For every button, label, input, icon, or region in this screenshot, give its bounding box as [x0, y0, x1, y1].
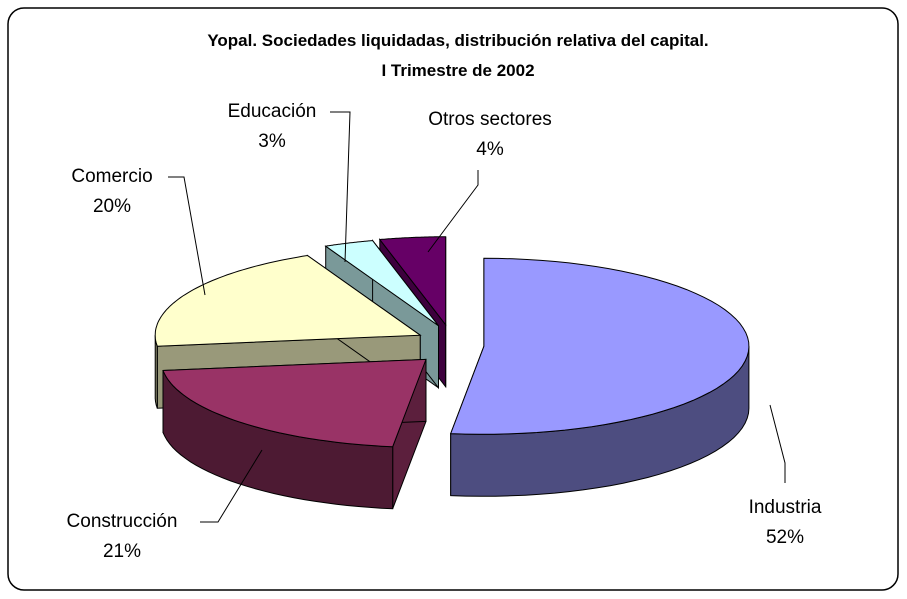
leader-line — [200, 449, 263, 523]
slice-top — [324, 240, 439, 327]
slice-top — [449, 257, 750, 435]
leader-line — [168, 176, 206, 296]
leader-line — [769, 404, 786, 483]
slice-label: Educación — [228, 101, 317, 122]
pie-slice — [162, 358, 427, 510]
slice-value-label: 21% — [103, 541, 141, 562]
slice-value-label: 20% — [93, 196, 131, 217]
slice-label: Industria — [749, 497, 822, 518]
slice-top — [378, 236, 447, 327]
slice-top — [154, 254, 422, 347]
slice-label: Comercio — [71, 166, 152, 187]
pie-slice — [449, 257, 750, 497]
chart-subtitle: I Trimestre de 2002 — [381, 61, 534, 80]
slice-label: Construcción — [67, 511, 178, 532]
slice-label: Otros sectores — [428, 109, 552, 130]
slice-value-label: 4% — [476, 139, 504, 160]
chart-title: Yopal. Sociedades liquidadas, distribuci… — [207, 31, 708, 50]
leader-line — [427, 170, 479, 253]
slice-value-label: 3% — [258, 131, 286, 152]
leader-line — [330, 111, 351, 263]
slice-top — [162, 358, 427, 448]
slice-value-label: 52% — [766, 527, 804, 548]
